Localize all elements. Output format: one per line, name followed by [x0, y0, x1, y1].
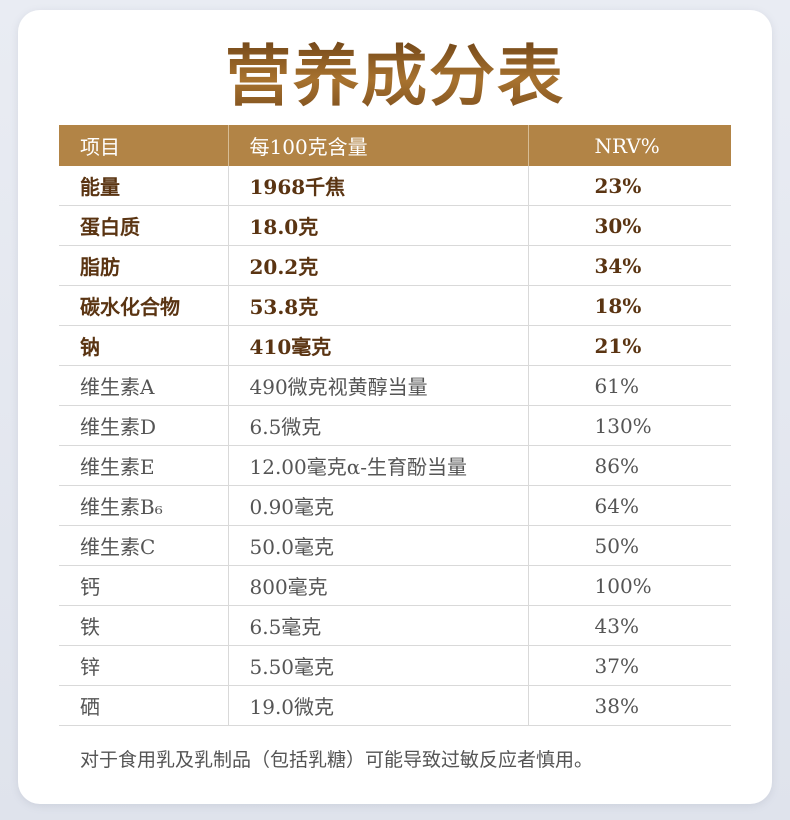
amount-cell: 20.2克 — [228, 245, 529, 286]
table-row: 碳水化合物 53.8克 18% — [59, 285, 731, 326]
nrv-cell: 130% — [528, 405, 731, 446]
amount-cell: 800毫克 — [228, 565, 529, 606]
table-body: 能量 1968千焦 23% 蛋白质 18.0克 30% 脂肪 20.2克 34% 碳水化合物 53.… — [59, 166, 731, 726]
table-header-row: 项目 每100克含量 NRV% — [59, 125, 731, 166]
nutrient-name-cell: 钠 — [59, 325, 229, 366]
table-row: 硒 19.0微克 38% — [59, 685, 731, 726]
amount-cell: 0.90毫克 — [228, 485, 529, 526]
nutrient-name-cell: 硒 — [59, 685, 229, 726]
amount-cell: 6.5微克 — [228, 405, 529, 446]
table-row: 维生素D 6.5微克 130% — [59, 405, 731, 446]
amount-cell: 50.0毫克 — [228, 525, 529, 566]
nrv-cell: 100% — [528, 565, 731, 606]
nutrient-name-cell: 铁 — [59, 605, 229, 646]
amount-cell: 5.50毫克 — [228, 645, 529, 686]
nutrient-name-cell: 能量 — [59, 166, 229, 206]
table-row: 维生素E 12.00毫克α-生育酚当量 86% — [59, 445, 731, 486]
table-row: 维生素B₆ 0.90毫克 64% — [59, 485, 731, 526]
nrv-cell: 37% — [528, 645, 731, 686]
table-row: 铁 6.5毫克 43% — [59, 605, 731, 646]
nutrient-name-cell: 蛋白质 — [59, 205, 229, 246]
nrv-cell: 50% — [528, 525, 731, 566]
nutrient-name-cell: 碳水化合物 — [59, 285, 229, 326]
table-row: 钠 410毫克 21% — [59, 325, 731, 366]
nutrient-name-cell: 维生素A — [59, 365, 229, 406]
nrv-cell: 86% — [528, 445, 731, 486]
table-row: 锌 5.50毫克 37% — [59, 645, 731, 686]
table-row: 维生素C 50.0毫克 50% — [59, 525, 731, 566]
nutrient-name-cell: 锌 — [59, 645, 229, 686]
header-nrv: NRV% — [528, 125, 731, 166]
nrv-cell: 43% — [528, 605, 731, 646]
amount-cell: 410毫克 — [228, 325, 529, 366]
nutrition-table: 项目 每100克含量 NRV% 能量 1968千焦 23% 蛋白质 18.0克 30% 脂肪… — [59, 125, 731, 726]
nrv-cell: 30% — [528, 205, 731, 246]
amount-cell: 18.0克 — [228, 205, 529, 246]
nrv-cell: 64% — [528, 485, 731, 526]
allergy-note: 对于食用乳及乳制品（包括乳糖）可能导致过敏反应者慎用。 — [80, 749, 594, 771]
amount-cell: 12.00毫克α-生育酚当量 — [228, 445, 529, 486]
nutrient-name-cell: 维生素B₆ — [59, 485, 229, 526]
nrv-cell: 34% — [528, 245, 731, 286]
amount-cell: 1968千焦 — [228, 166, 529, 206]
header-amount: 每100克含量 — [228, 125, 529, 166]
nutrient-name-cell: 钙 — [59, 565, 229, 606]
table-row: 脂肪 20.2克 34% — [59, 245, 731, 286]
nrv-cell: 38% — [528, 685, 731, 726]
amount-cell: 6.5毫克 — [228, 605, 529, 646]
nutrient-name-cell: 维生素E — [59, 445, 229, 486]
amount-cell: 53.8克 — [228, 285, 529, 326]
page-title: 营养成分表 — [18, 36, 772, 116]
nutrient-name-cell: 维生素D — [59, 405, 229, 446]
nutrient-name-cell: 维生素C — [59, 525, 229, 566]
table-row: 维生素A 490微克视黄醇当量 61% — [59, 365, 731, 406]
table-row: 蛋白质 18.0克 30% — [59, 205, 731, 246]
nutrient-name-cell: 脂肪 — [59, 245, 229, 286]
nrv-cell: 23% — [528, 166, 731, 206]
amount-cell: 490微克视黄醇当量 — [228, 365, 529, 406]
nrv-cell: 21% — [528, 325, 731, 366]
amount-cell: 19.0微克 — [228, 685, 529, 726]
table-row: 钙 800毫克 100% — [59, 565, 731, 606]
nrv-cell: 18% — [528, 285, 731, 326]
nutrition-card: 营养成分表 项目 每100克含量 NRV% 能量 1968千焦 23% 蛋白质 18.0… — [18, 10, 772, 804]
header-item: 项目 — [59, 125, 229, 166]
nrv-cell: 61% — [528, 365, 731, 406]
table-row: 能量 1968千焦 23% — [59, 166, 731, 206]
